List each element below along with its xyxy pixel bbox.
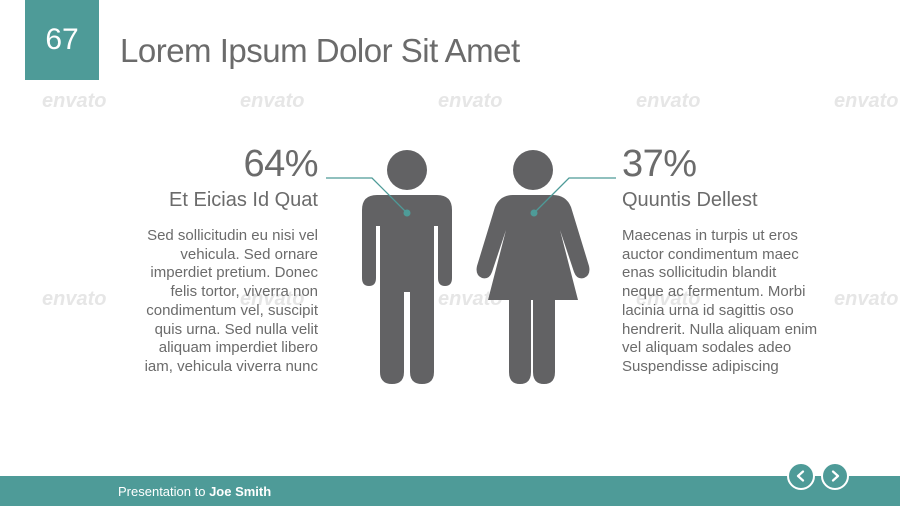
slide-number: 67 [25, 0, 99, 80]
male-description-line: quis urna. Sed nulla velit [154, 320, 318, 338]
female-description-line: lacinia urna id sagittis oso [622, 301, 794, 319]
female-label: Quuntis Dellest [622, 189, 758, 211]
male-label: Et Eicias Id Quat [169, 189, 318, 211]
female-description-line: auctor condimentum maec [622, 245, 799, 263]
male-description: Sed sollicitudin eu nisi vel vehicula. S… [78, 227, 318, 377]
female-description-line: Maecenas in turpis ut eros [622, 227, 798, 244]
slide-title: Lorem Ipsum Dolor Sit Amet [120, 32, 520, 69]
male-description-line: vehicula. Sed ornare [180, 245, 318, 263]
footer-name: Joe Smith [209, 484, 272, 499]
male-description-line: imperdiet pretium. Donec [150, 264, 318, 282]
female-callout-line [533, 177, 616, 214]
male-description-line: felis tortor, viverra non [170, 283, 318, 301]
male-callout-line [326, 177, 408, 214]
footer-text: Presentation to Joe Smith [118, 484, 271, 499]
previous-slide-button[interactable] [787, 462, 815, 490]
female-percent: 37% [622, 143, 697, 185]
female-description-line: enas sollicitudin blandit [622, 264, 777, 282]
male-percent: 64% [243, 143, 318, 185]
male-callout-dot [403, 209, 411, 217]
male-description-line: iam, vehicula viverra nunc [144, 357, 318, 375]
female-description-line: hendrerit. Nulla aliquam enim [622, 320, 818, 338]
female-description-line: neque ac fermentum. Morbi [622, 283, 806, 301]
female-callout-dot [530, 209, 538, 217]
female-stat: 37% Quuntis Dellest [622, 142, 862, 212]
male-figure-icon [362, 150, 452, 384]
male-stat: 64% Et Eicias Id Quat [78, 142, 318, 212]
female-description: Maecenas in turpis ut eros auctor condim… [622, 227, 862, 377]
female-description-line: vel aliquam sodales adeo [622, 339, 792, 357]
female-figure-icon [476, 150, 590, 384]
chevron-left-icon [796, 470, 805, 482]
footer-bar [0, 476, 900, 506]
chevron-right-icon [831, 470, 840, 482]
next-slide-button[interactable] [821, 462, 849, 490]
female-description-line: Suspendisse adipiscing [622, 357, 779, 375]
male-description-line: Sed sollicitudin eu nisi vel [147, 227, 318, 244]
footer-prefix: Presentation to [118, 484, 210, 499]
male-description-line: condimentum vel, suscipit [146, 301, 318, 319]
male-description-line: aliquam imperdiet libero [158, 339, 318, 357]
